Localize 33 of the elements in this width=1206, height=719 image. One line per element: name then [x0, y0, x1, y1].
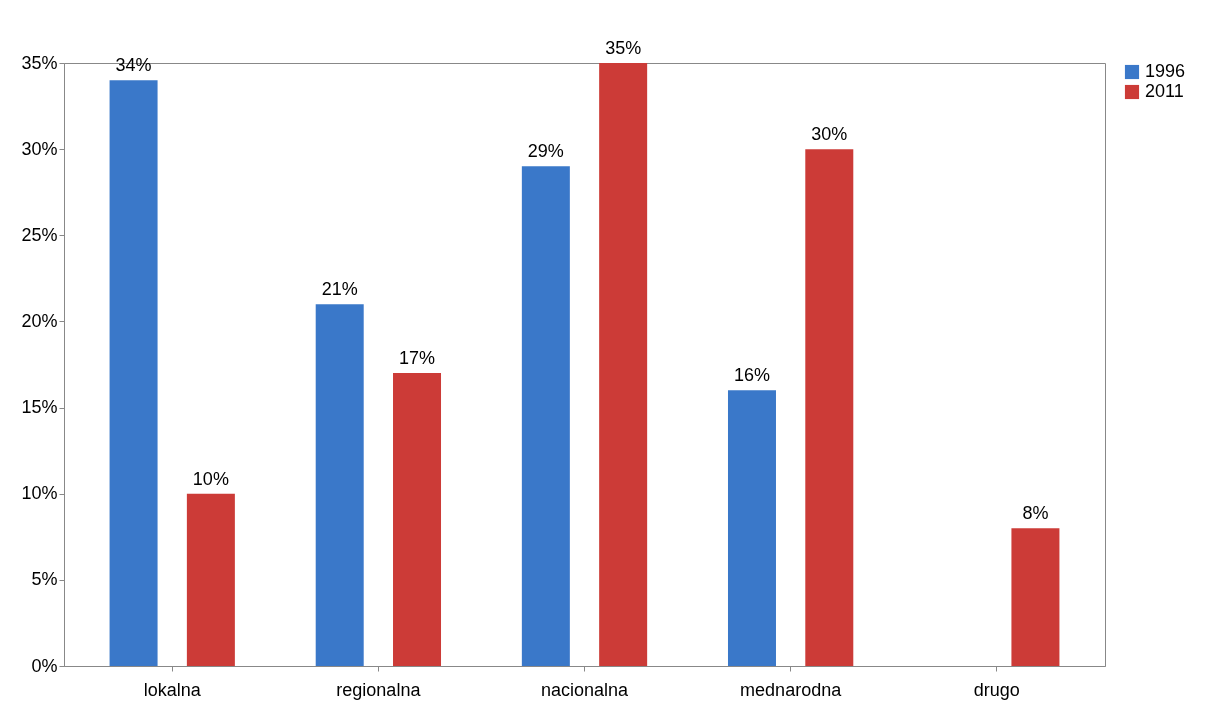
bar	[1011, 528, 1060, 666]
x-tick-label: regionalna	[336, 679, 422, 700]
data-label: 30%	[811, 124, 848, 145]
data-label: 10%	[192, 468, 229, 489]
data-label: 17%	[399, 348, 436, 369]
data-label: 34%	[115, 55, 152, 76]
legend-label: 1996	[1145, 61, 1186, 81]
x-tick-label: nacionalna	[540, 679, 630, 700]
y-tick-label: 20%	[21, 310, 58, 331]
bar	[599, 63, 648, 666]
bar	[109, 80, 158, 666]
y-tick-label: 15%	[21, 397, 58, 418]
y-tick-label: 35%	[21, 52, 58, 73]
data-label: 8%	[1022, 503, 1049, 524]
data-label: 29%	[527, 141, 564, 162]
legend-label: 2011	[1145, 81, 1184, 101]
bar	[393, 373, 442, 666]
data-label: 35%	[605, 38, 642, 58]
bar	[186, 493, 235, 666]
data-label: 21%	[321, 279, 358, 300]
bar	[521, 166, 570, 666]
y-tick-label: 0%	[31, 655, 58, 676]
bar	[805, 149, 854, 666]
x-tick-label: mednarodna	[740, 679, 843, 700]
y-tick-label: 25%	[21, 224, 58, 245]
x-tick-label: lokalna	[143, 679, 202, 700]
x-tick-label: drugo	[973, 679, 1020, 700]
y-tick-label: 5%	[31, 569, 58, 590]
bar	[315, 304, 364, 666]
y-tick-label: 10%	[21, 483, 58, 504]
bar	[727, 390, 776, 666]
y-tick-label: 30%	[21, 138, 58, 159]
data-label: 16%	[733, 365, 770, 386]
